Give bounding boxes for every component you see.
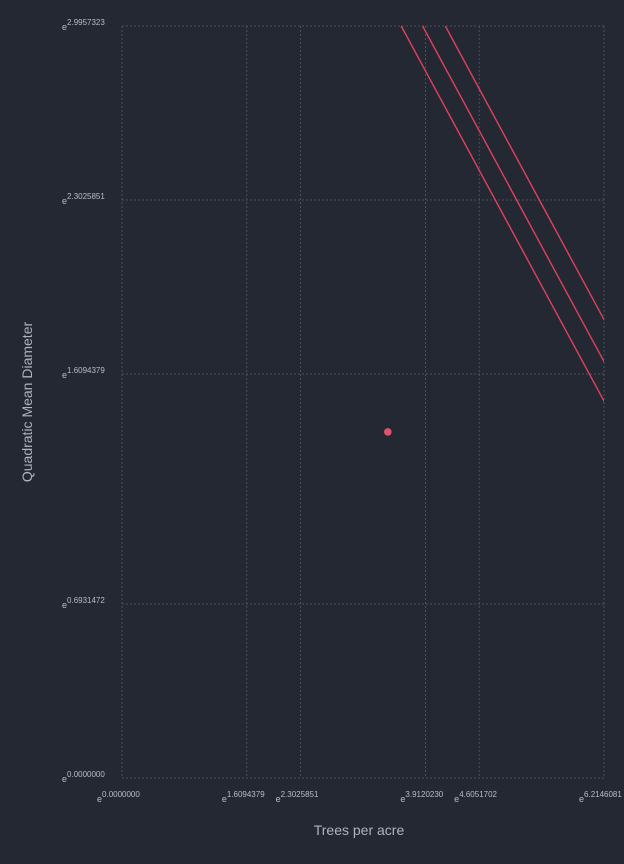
series-line-2 [421,26,604,364]
y-axis-title: Quadratic Mean Diameter [19,322,35,483]
tick-layer: e0.0000000 e0.6931472 e1.6094379 e2.3025851… [62,18,622,804]
y-tick-label: e0.6931472 [62,596,105,610]
y-tick-label: e2.9957323 [62,18,105,32]
y-tick-label: e1.6094379 [62,366,105,380]
series-line-1 [400,26,604,403]
x-tick-label: e0.0000000 [97,790,140,804]
x-tick-label: e4.6051702 [454,790,497,804]
y-tick-label: e0.0000000 [62,770,105,784]
x-tick-label: e2.3025851 [276,790,319,804]
series-line-3 [444,26,604,322]
y-tick-label: e2.3025851 [62,192,105,206]
x-tick-label: e1.6094379 [222,790,265,804]
series-layer [384,26,604,436]
grid-layer [121,25,605,779]
x-tick-label: e6.2146081 [579,790,622,804]
x-tick-label: e3.9120230 [400,790,443,804]
x-axis-title: Trees per acre [314,822,405,838]
scatter-point [384,428,392,436]
